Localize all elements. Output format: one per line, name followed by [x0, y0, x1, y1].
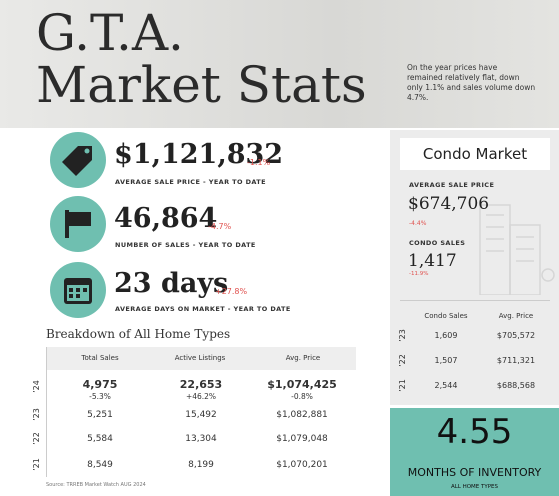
cell-change: +46.2%	[185, 392, 217, 401]
cell-value: $1,070,201	[276, 460, 328, 470]
stat-change: +27.8%	[215, 287, 248, 296]
stat-value: 23 days	[114, 268, 229, 299]
condo-panel	[390, 130, 559, 405]
source: Source: TRREB Market Watch AUG 2024	[46, 482, 146, 488]
table-header	[46, 347, 356, 370]
stat-value: $1,121,832	[114, 139, 284, 170]
table-rule	[46, 347, 47, 477]
cell-value: 1,507	[434, 356, 458, 365]
icons	[50, 132, 106, 318]
note: On the year prices have remained relative…	[407, 63, 535, 103]
stat-value: 46,864	[114, 203, 218, 234]
cell-value: 2,544	[434, 381, 458, 390]
cell-value: 22,653	[179, 378, 223, 391]
note-line: 4.7%.	[407, 93, 429, 102]
condo-value: $674,706	[408, 194, 490, 214]
cell-value: $711,321	[496, 356, 536, 365]
row-year: ’22	[31, 432, 41, 445]
stat-change: -1.1%	[247, 158, 271, 167]
cell-value: 8,199	[188, 460, 214, 470]
condo-change: -11.9%	[409, 271, 429, 277]
column-header: Total Sales	[81, 354, 119, 362]
title: G.T.A.	[36, 4, 184, 62]
row-year: ’21	[31, 458, 41, 471]
cell-value: 13,304	[185, 434, 217, 444]
condo-label: AVERAGE SALE PRICE	[409, 181, 495, 189]
cell-value: $1,082,881	[276, 410, 328, 420]
rule	[400, 300, 550, 301]
inventory-panel	[390, 408, 559, 496]
stat-label: NUMBER OF SALES - YEAR TO DATE	[115, 241, 256, 249]
cell-value: 8,549	[87, 460, 113, 470]
header-background	[0, 0, 559, 128]
cell-value: 1,609	[434, 331, 458, 340]
column-header: Condo Sales	[424, 312, 468, 320]
inventory-value: 4.55	[436, 412, 513, 452]
condo-title: Condo Market	[400, 138, 550, 170]
column-header: Avg. Price	[285, 354, 321, 362]
condo-change: -4.4%	[409, 220, 427, 227]
title: Market Stats	[36, 56, 367, 114]
row-year: ’23	[31, 408, 41, 421]
cell-value: 5,251	[87, 410, 113, 420]
cell-value: 4,975	[82, 378, 118, 391]
inventory-sublabel: ALL HOME TYPES	[450, 484, 499, 490]
cell-change: -5.3%	[89, 392, 111, 401]
breakdown-title: Breakdown of All Home Types	[46, 327, 231, 341]
cell-change: -0.8%	[291, 392, 313, 401]
stat-label: AVERAGE DAYS ON MARKET - YEAR TO DATE	[115, 305, 291, 313]
cell-value: $1,079,048	[276, 434, 328, 444]
column-header: Avg. Price	[498, 312, 534, 320]
row-year: ’24	[31, 380, 41, 393]
cell-value: $1,074,425	[267, 378, 337, 391]
condo-value: 1,417	[408, 251, 457, 271]
stat-change: -4.7%	[208, 222, 232, 231]
cell-value: $705,572	[496, 331, 536, 340]
buildings-illustration	[479, 204, 555, 295]
condo-label: CONDO SALES	[409, 239, 466, 247]
cell-value: $688,568	[496, 381, 536, 390]
note-line: only 1.1% and sales volume down	[407, 83, 536, 92]
stat-label: AVERAGE SALE PRICE - YEAR TO DATE	[115, 178, 266, 186]
column-header: Active Listings	[174, 354, 226, 362]
cell-value: 15,492	[185, 410, 217, 420]
cell-value: 5,584	[87, 434, 113, 444]
note-line: On the year prices have	[407, 63, 498, 72]
note-line: remained relatively flat, down	[407, 73, 520, 82]
inventory-label: MONTHS OF INVENTORY	[407, 466, 542, 479]
